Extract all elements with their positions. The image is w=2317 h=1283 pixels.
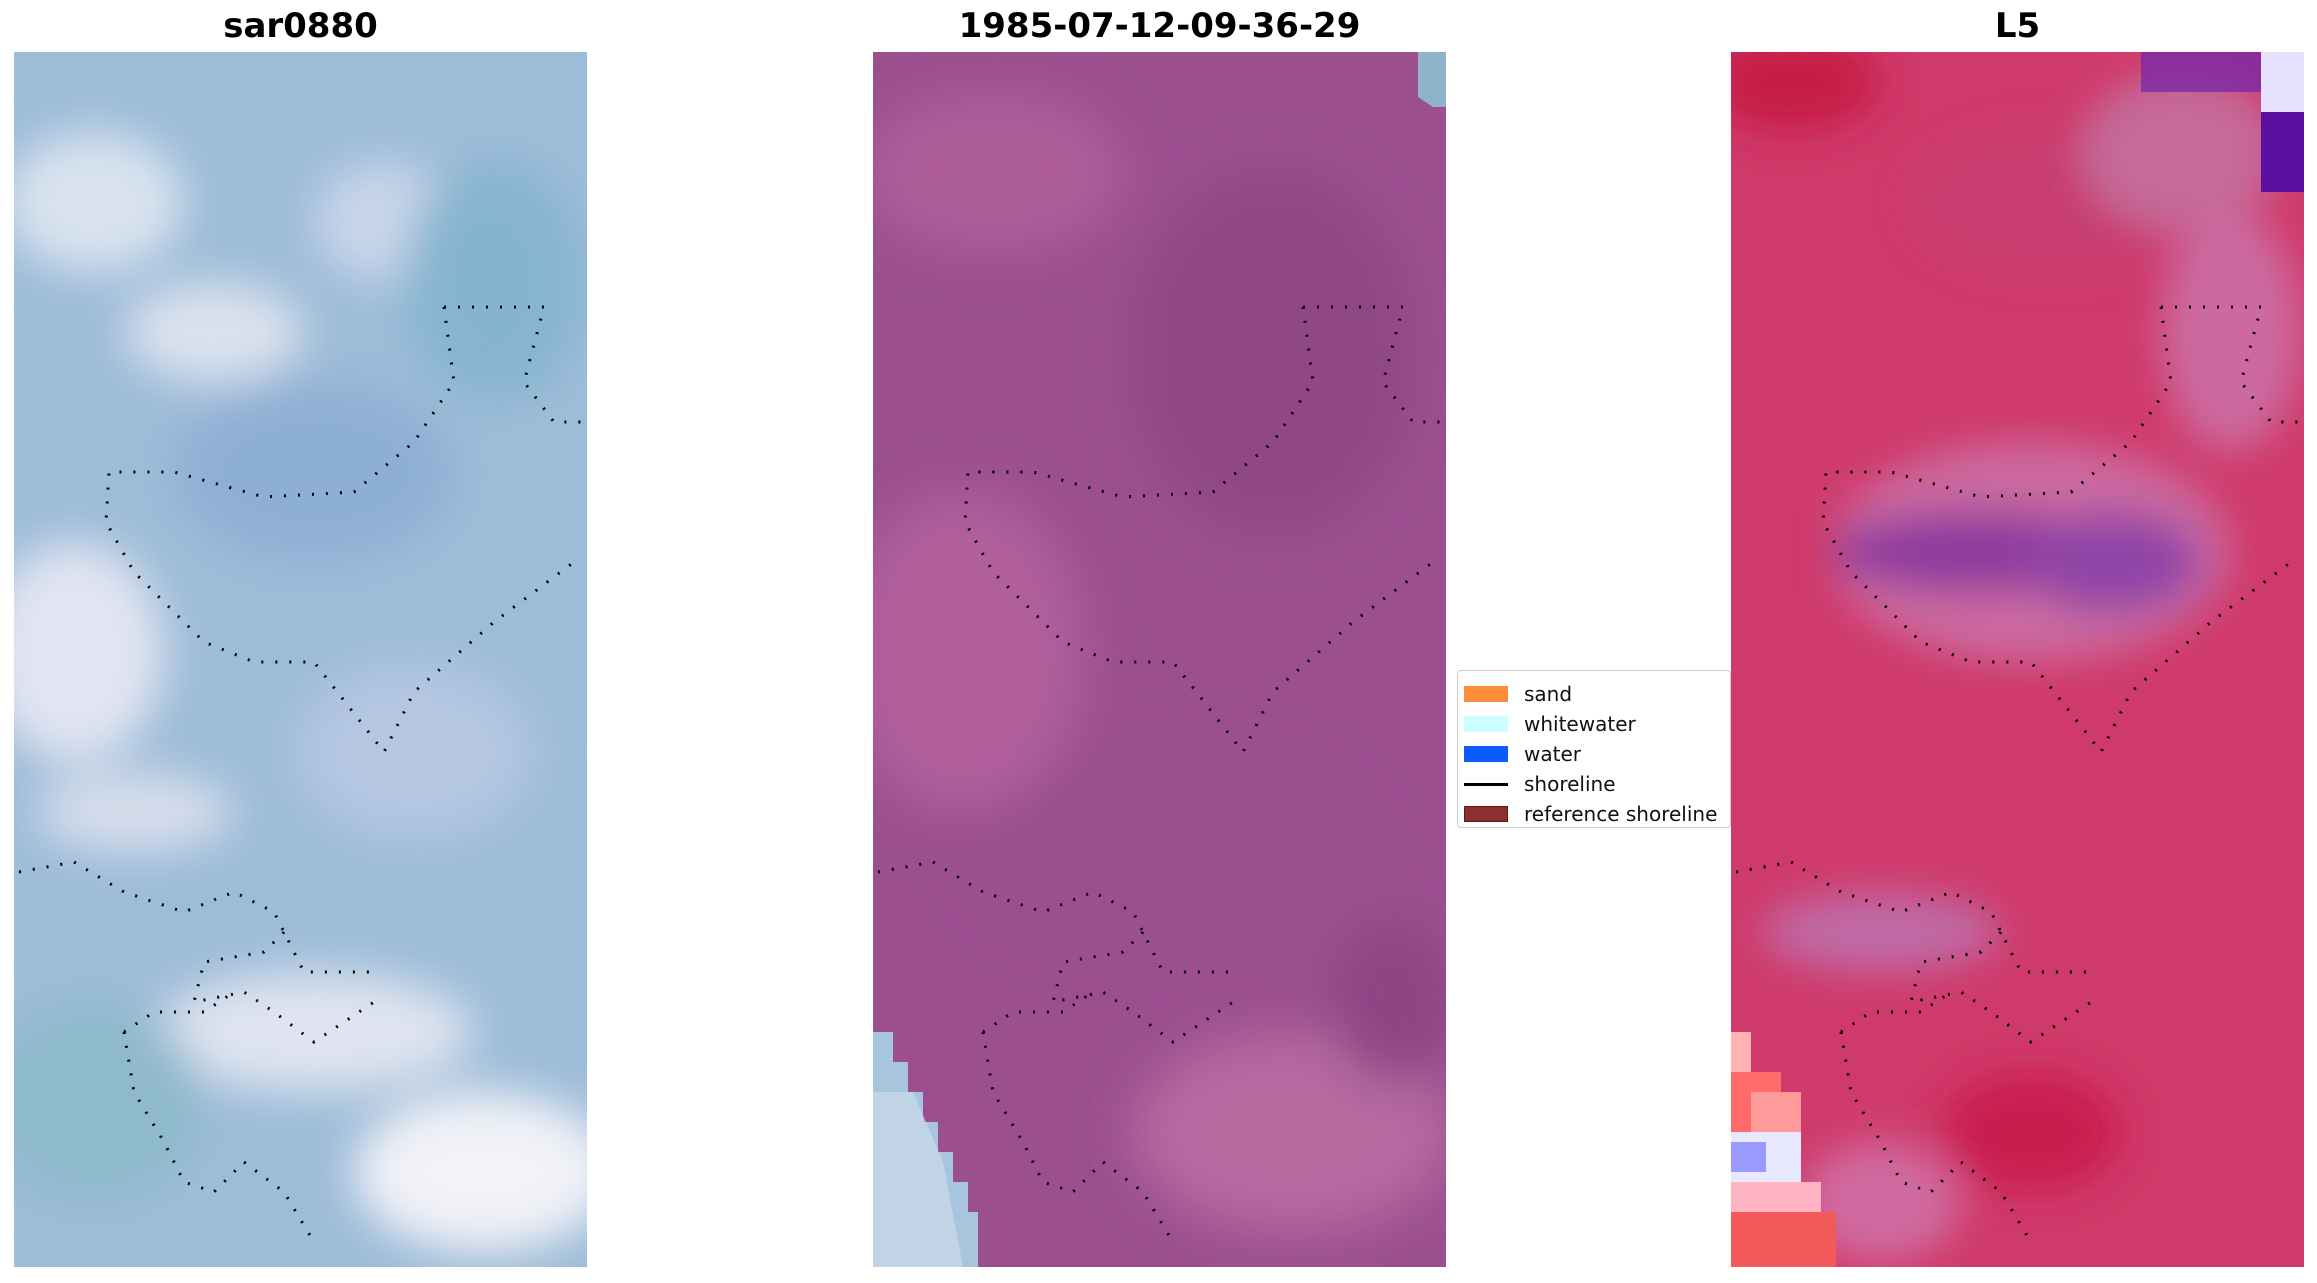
legend-label: reference shoreline	[1524, 802, 1718, 826]
panel-title-3: L5	[1994, 6, 2041, 46]
shoreline-dots	[18, 305, 587, 1243]
sar-image	[14, 52, 587, 1267]
legend-item-whitewater: whitewater	[1464, 709, 1730, 739]
satellite-image-panel	[873, 52, 1446, 1267]
reference-shoreline-swatch-icon	[1464, 806, 1508, 822]
shoreline-line-icon	[1464, 782, 1508, 786]
bottom-left-patch	[1731, 1032, 1836, 1267]
legend-label: whitewater	[1524, 712, 1636, 736]
classification-image	[1731, 52, 2304, 1267]
legend-label: water	[1524, 742, 1581, 766]
legend-label: sand	[1524, 682, 1573, 706]
water-swatch-icon	[1464, 746, 1508, 762]
legend: sand whitewater water shoreline referenc…	[1457, 670, 1731, 828]
sand-swatch-icon	[1464, 686, 1508, 702]
legend-item-reference-shoreline: reference shoreline	[1464, 799, 1730, 829]
panel-title-1: sar0880	[223, 6, 378, 46]
classification-image-panel	[1731, 52, 2304, 1267]
legend-item-water: water	[1464, 739, 1730, 769]
satellite-rgb-image	[873, 52, 1446, 1267]
legend-item-sand: sand	[1464, 679, 1730, 709]
panel-title-2: 1985-07-12-09-36-29	[958, 6, 1361, 46]
whitewater-swatch-icon	[1464, 716, 1508, 732]
legend-label: shoreline	[1524, 772, 1616, 796]
sar-image-panel	[14, 52, 587, 1267]
legend-item-shoreline: shoreline	[1464, 769, 1730, 799]
